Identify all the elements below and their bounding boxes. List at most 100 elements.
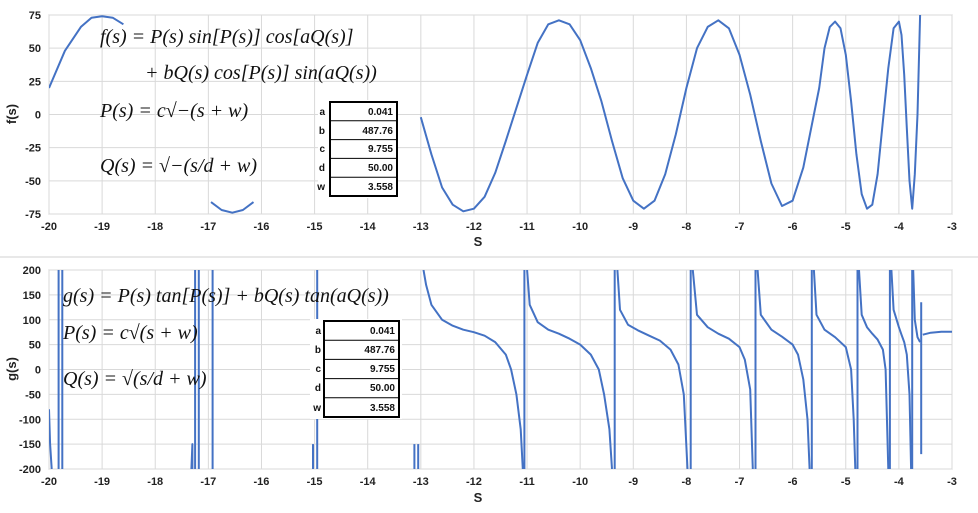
y-tick-label: 50 [29,43,41,55]
param-value-b: 487.76 [362,126,393,137]
series-line-segment [890,270,913,469]
y-tick-labels-g: 200 150 100 50 0 -50 -100 -150 -200 [19,265,41,476]
series-line-segment [49,15,124,89]
y-tick-label: -25 [25,143,41,155]
x-tick-label: -3 [947,221,957,233]
series-line-segment [210,201,255,214]
x-tick-label: -17 [200,476,216,488]
equation-g-p: P(s) = c√(s + w) [62,322,198,344]
x-tick-label: -15 [307,221,323,233]
series-line-segment [858,270,890,469]
x-tick-label: -8 [682,221,692,233]
x-tick-label: -8 [682,476,692,488]
y-tick-label: -75 [25,209,41,221]
x-tick-labels-f: -20 -19 -18 -17 -16 -15 -14 -13 -12 -11 -10 -9 -8 -7 -… [41,221,957,233]
x-tick-label: -5 [841,221,851,233]
series-line-segment [691,270,754,469]
x-axis-label-f: S [474,234,483,249]
x-tick-label: -19 [94,221,110,233]
x-tick-label: -16 [254,476,270,488]
x-tick-label: -13 [413,476,429,488]
equation-f-line-2: + bQ(s) cos[P(s)] sin(aQ(s)) [145,62,377,84]
y-tick-label: 25 [29,76,41,88]
x-tick-label: -19 [94,476,110,488]
x-tick-label: -17 [200,221,216,233]
x-tick-label: -9 [628,476,638,488]
x-tick-labels-g: -20 -19 -18 -17 -16 -15 -14 -13 -12 -11 -10 -9 -8 -7 -… [41,476,957,488]
param-label-w: w [316,182,325,193]
series-line-segment [190,443,194,469]
x-tick-label: -9 [628,221,638,233]
x-tick-label: -11 [519,476,534,488]
series-line-segment [49,409,53,469]
x-tick-label: -3 [947,476,957,488]
y-axis-label-g: g(s) [4,357,19,381]
y-tick-label: 0 [35,110,41,122]
y-tick-label: -50 [25,389,41,401]
y-tick-label: 0 [35,365,41,377]
chart-g: 200 150 100 50 0 -50 -100 -150 -200 -20 -19 -18 -17… [4,265,957,505]
series-line-segment [526,270,613,469]
y-tick-labels-f: 75 50 25 0 -25 -50 -75 [25,10,41,221]
equation-g-q: Q(s) = √(s/d + w) [63,368,207,390]
equation-g-line-1: g(s) = P(s) tan[P(s)] + bQ(s) tan(aQ(s)) [63,285,389,307]
series-line-segment [616,270,689,469]
x-tick-label: -5 [841,476,851,488]
x-tick-label: -6 [788,476,798,488]
param-label-w: w [312,403,321,414]
x-tick-label: -18 [147,221,163,233]
param-value-a: 0.041 [370,326,395,337]
param-label-a: a [315,326,321,337]
y-tick-label: -100 [19,414,41,426]
param-label-a: a [319,107,325,118]
param-label-c: c [319,144,325,155]
x-tick-label: -10 [572,221,588,233]
y-tick-label: -50 [25,176,41,188]
param-label-d: d [319,163,325,174]
series-line-segment [756,270,811,469]
x-tick-label: -6 [788,221,798,233]
equation-f-line-1: f(s) = P(s) sin[P(s)] cos[aQ(s)] [100,26,353,48]
param-value-c: 9.755 [370,364,395,375]
param-value-a: 0.041 [368,107,393,118]
x-tick-label: -20 [41,221,57,233]
param-table-f: a b c d w 0.041 487.76 9.755 50.00 3.558 [316,100,398,198]
x-tick-label: -7 [735,221,745,233]
series-line-segment [912,270,921,343]
y-tick-label: 200 [23,265,41,277]
x-tick-label: -14 [360,476,377,488]
series-line-segment [419,15,922,213]
x-tick-label: -18 [147,476,163,488]
y-tick-label: -150 [19,439,41,451]
param-label-b: b [315,345,321,356]
y-tick-label: 50 [29,340,41,352]
y-tick-label: 75 [29,10,41,22]
equation-f-q: Q(s) = √−(s/d + w) [100,155,257,177]
series-g [49,270,952,469]
x-tick-label: -13 [413,221,429,233]
series-line-segment [922,330,952,336]
param-label-c: c [315,364,321,375]
param-table-g: a b c d w 0.041 487.76 9.755 50.00 3.558 [310,319,402,419]
param-value-c: 9.755 [368,144,393,155]
x-tick-label: -7 [735,476,745,488]
x-tick-label: -14 [360,221,377,233]
param-value-b: 487.76 [364,345,395,356]
param-label-b: b [319,126,325,137]
x-tick-label: -12 [466,221,482,233]
chart-f: 75 50 25 0 -25 -50 -75 -20 -19 -18 -17 -16 -15 -14 -1… [4,10,957,249]
x-tick-label: -16 [254,221,270,233]
param-value-w: 3.558 [368,182,393,193]
x-tick-label: -11 [519,221,534,233]
y-tick-label: 150 [23,290,41,302]
y-tick-label: 100 [23,315,41,327]
x-tick-label: -15 [307,476,323,488]
param-value-w: 3.558 [370,403,395,414]
equation-f-p: P(s) = c√−(s + w) [99,100,248,122]
x-tick-label: -4 [894,221,905,233]
x-tick-label: -12 [466,476,482,488]
x-tick-label: -10 [572,476,588,488]
param-label-d: d [315,383,321,394]
x-tick-label: -20 [41,476,57,488]
